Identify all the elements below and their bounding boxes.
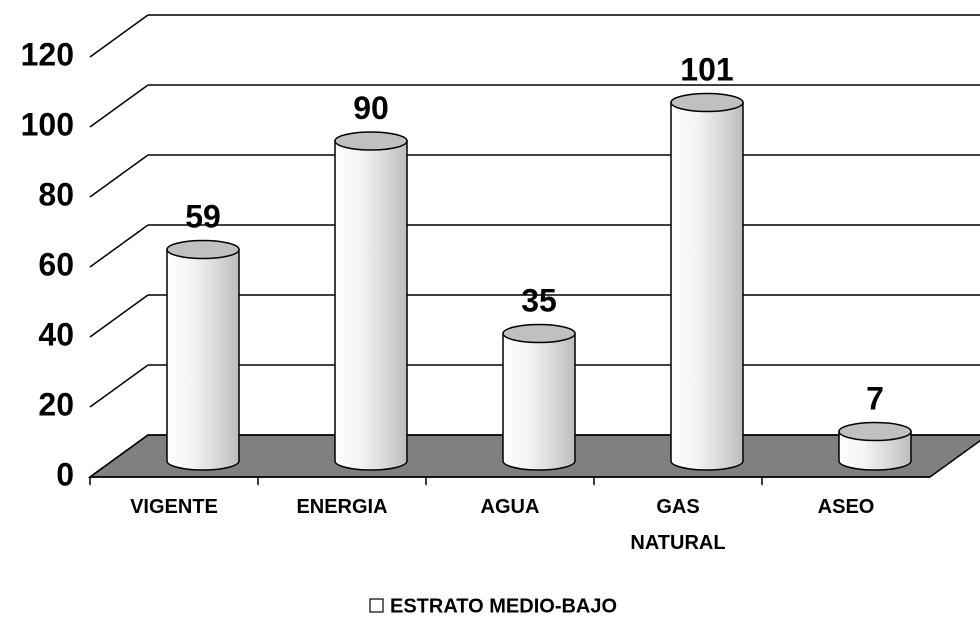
bar-top (334, 131, 408, 151)
bar (334, 140, 408, 471)
bar (838, 430, 912, 471)
x-tick-label: ASEO (818, 496, 875, 518)
y-tick-label: 120 (21, 36, 74, 72)
x-tick-label: AGUA (481, 496, 540, 518)
bar-top (838, 421, 912, 442)
y-tick-label: 60 (38, 246, 74, 282)
y-tick-label: 40 (38, 316, 74, 352)
legend-label: ESTRATO MEDIO-BAJO (390, 595, 617, 617)
value-label: 7 (866, 381, 884, 417)
value-label: 90 (353, 90, 389, 126)
grid-line (89, 434, 149, 478)
y-tick-label: 20 (38, 386, 74, 422)
bar (166, 248, 240, 471)
bar (502, 332, 576, 471)
value-label: 101 (680, 52, 733, 88)
value-label: 35 (521, 283, 557, 319)
grid-line (89, 14, 149, 58)
grid-line (89, 294, 149, 338)
y-tick-label: 80 (38, 176, 74, 212)
x-tick-label: ENERGIA (296, 496, 387, 518)
x-tick-label: VIGENTE (130, 496, 218, 518)
x-tick-label: GAS NATURAL (630, 496, 725, 554)
y-tick-label: 100 (21, 106, 74, 142)
grid-line (89, 84, 149, 128)
bar-top (502, 323, 576, 344)
bar (670, 101, 744, 471)
grid-line (89, 364, 149, 408)
grid-line (89, 224, 149, 268)
bar-top (166, 239, 240, 260)
legend-swatch (369, 598, 384, 613)
y-tick-label: 0 (56, 456, 74, 492)
grid-line (89, 154, 149, 198)
value-label: 59 (185, 199, 221, 235)
bar-top (670, 92, 744, 113)
